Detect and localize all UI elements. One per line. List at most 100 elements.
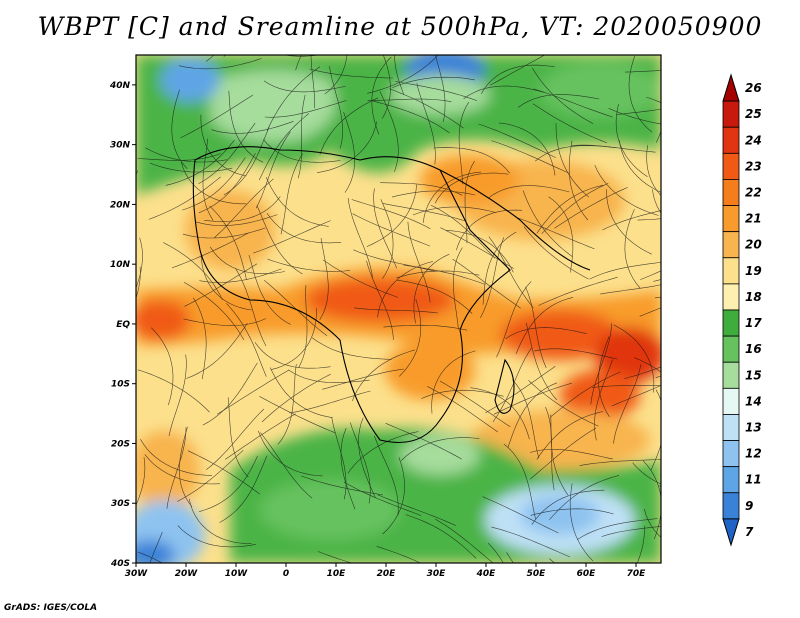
streamline [536, 411, 603, 460]
streamline [482, 496, 559, 534]
streamline [165, 140, 235, 186]
streamline [531, 489, 605, 525]
lat-tick-label: 10N [110, 260, 131, 270]
streamline [568, 140, 589, 221]
streamline [592, 385, 661, 388]
colorbar-top-arrow [722, 73, 740, 102]
colorbar-label: 14 [745, 394, 762, 408]
streamlines [136, 55, 661, 563]
colorbar-label: 13 [745, 421, 762, 435]
streamline [382, 203, 465, 222]
streamline [352, 213, 431, 247]
streamline [625, 70, 661, 73]
streamline [611, 385, 661, 407]
lat-tick-label: 20N [110, 200, 131, 210]
colorbar-swatch [722, 361, 740, 389]
streamline [255, 131, 291, 209]
streamline [200, 114, 247, 177]
streamline [538, 276, 618, 306]
streamline [515, 297, 574, 355]
temperature-field [136, 55, 661, 563]
streamline [228, 90, 264, 163]
streamline [171, 232, 249, 269]
colorbar-swatch [722, 283, 740, 311]
streamline [452, 258, 521, 309]
streamline [407, 221, 431, 303]
streamline [263, 279, 328, 336]
streamline [577, 518, 658, 540]
colorbar-label: 20 [745, 238, 762, 252]
streamline [136, 170, 139, 176]
streamline [182, 227, 266, 239]
streamline [525, 286, 547, 369]
streamline [485, 365, 556, 414]
streamline [206, 55, 215, 62]
lat-tick-label: 40S [110, 559, 130, 569]
coastlines [192, 146, 591, 444]
colorbar-bottom-arrow [722, 518, 740, 547]
streamline [145, 147, 228, 163]
streamline [492, 347, 532, 423]
colorbar-label: 22 [745, 186, 762, 200]
streamline [310, 55, 315, 109]
streamline [549, 371, 621, 418]
streamline [352, 349, 416, 402]
lat-tick-label: 30S [111, 499, 130, 509]
streamline [646, 145, 661, 197]
latitude-axis: 40N 30N 20N 10N EQ 10S 20S 30S 40S [109, 81, 136, 569]
streamline [642, 460, 661, 540]
streamline [317, 121, 377, 173]
streamline [380, 199, 394, 280]
streamline [150, 327, 174, 406]
streamline [379, 91, 399, 172]
streamline [624, 366, 661, 379]
colorbar-label: 12 [745, 447, 762, 461]
streamline [569, 483, 594, 562]
streamline [188, 498, 252, 544]
streamline [198, 122, 256, 185]
colorbar-swatch [722, 440, 740, 468]
streamline [366, 260, 394, 340]
streamline [396, 270, 480, 279]
streamline [646, 96, 661, 103]
streamline [534, 348, 618, 360]
streamline [507, 382, 558, 448]
colorbar-swatch [722, 466, 740, 494]
streamline [545, 406, 555, 491]
streamline [136, 457, 146, 507]
lat-tick-label: 20S [111, 439, 130, 449]
streamline [650, 389, 661, 471]
streamline [144, 454, 220, 485]
streamline [297, 94, 306, 179]
streamline [177, 449, 244, 502]
lon-tick-label: 70E [627, 569, 647, 579]
streamline [636, 525, 645, 563]
streamline [301, 475, 383, 496]
streamline [598, 336, 610, 417]
map-title: WBPT [C] and Sreamline at 500hPa, VT: 20… [37, 12, 763, 41]
streamline [351, 199, 431, 229]
streamline [256, 205, 303, 275]
streamline [488, 236, 534, 308]
lat-tick-label: 40N [109, 81, 131, 91]
streamline [183, 318, 267, 326]
streamline [260, 432, 313, 499]
colorbar-swatch [722, 387, 740, 415]
lon-tick-label: 50E [527, 569, 547, 579]
streamline [204, 196, 281, 222]
streamline [331, 417, 347, 500]
streamline [491, 526, 570, 558]
streamline [354, 307, 439, 314]
streamline [439, 380, 511, 428]
streamline [554, 187, 628, 229]
colorbar-swatch [722, 126, 740, 154]
streamline [209, 205, 247, 280]
streamline [594, 359, 613, 441]
streamline [248, 254, 291, 325]
streamline [347, 198, 373, 279]
streamline [533, 88, 613, 118]
streamline [270, 308, 317, 370]
streamline [226, 303, 267, 377]
streamline [535, 145, 616, 162]
streamline [601, 526, 661, 537]
